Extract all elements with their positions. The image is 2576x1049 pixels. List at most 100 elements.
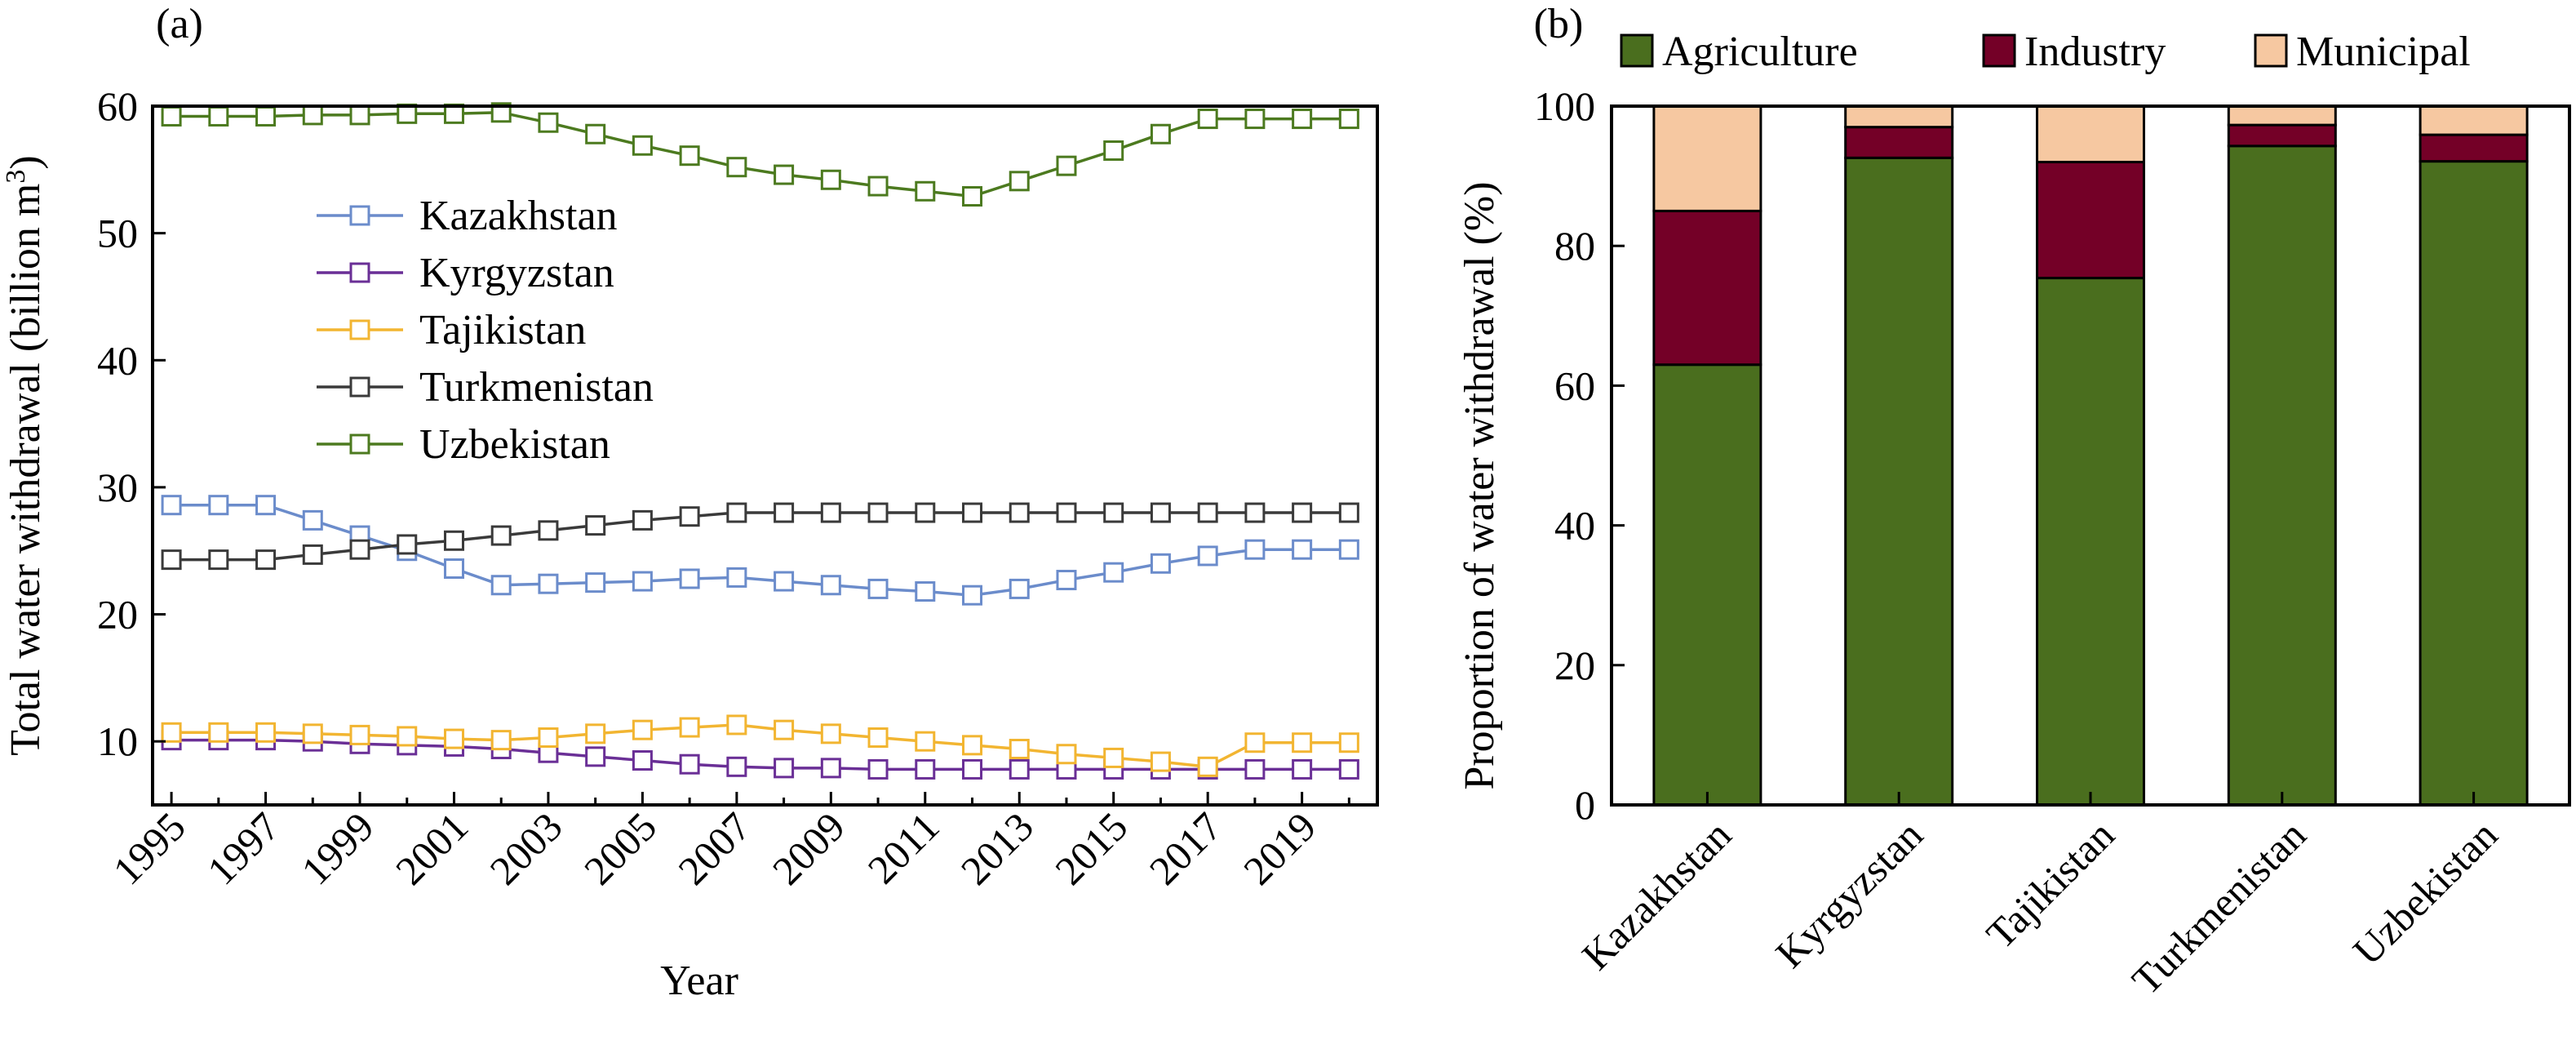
- panel-a-point-turkmenistan: [255, 549, 277, 571]
- panel-a-y-tick-label: 10: [97, 718, 138, 764]
- panel-a-point-tajikistan: [867, 727, 889, 749]
- panel-a-point-kazakhstan: [1103, 562, 1124, 583]
- panel-b-legend-item-agriculture: Agriculture: [1620, 29, 1858, 75]
- panel-a-point-kazakhstan: [915, 581, 936, 602]
- panel-a-point-kyrgyzstan: [915, 758, 936, 780]
- panel-b-segment-industry: [2227, 123, 2337, 148]
- panel-a-legend-label: Uzbekistan: [419, 421, 610, 468]
- panel-a-point-kazakhstan: [490, 575, 512, 596]
- panel-a-point-tajikistan: [915, 731, 936, 752]
- panel-a-point-uzbekistan: [867, 176, 889, 197]
- panel-a-point-uzbekistan: [208, 105, 229, 127]
- panel-b-legend-item-industry: Industry: [1982, 29, 2166, 75]
- panel-a-point-tajikistan: [538, 727, 559, 749]
- panel-a-point-tajikistan: [490, 730, 512, 751]
- panel-a-point-tajikistan: [397, 726, 418, 747]
- panel-a-series-uzbekistan: [161, 102, 1359, 207]
- panel-a-point-turkmenistan: [632, 509, 653, 531]
- panel-a-point-uzbekistan: [1009, 171, 1030, 192]
- panel-b-segment-agriculture: [2036, 277, 2145, 807]
- panel-a-point-kazakhstan: [726, 567, 747, 588]
- panel-a-frame: [151, 104, 1379, 807]
- panel-a-point-tajikistan: [1009, 739, 1030, 760]
- panel-a-point-tajikistan: [349, 724, 370, 745]
- panel-a-series-kyrgyzstan: [161, 730, 1359, 780]
- panel-a-point-tajikistan: [1197, 756, 1218, 777]
- panel-a-point-kyrgyzstan: [679, 753, 700, 775]
- panel-b-x-ticks: Kazakhstan Kyrgyzstan Tajikistan Turkmenist…: [1573, 792, 2507, 1003]
- panel-a-point-uzbekistan: [255, 105, 277, 127]
- panel-a-legend-marker: [349, 262, 370, 283]
- panel-b-legend-swatch: [1982, 33, 2016, 68]
- panel-b-legend-swatch: [1620, 33, 1654, 68]
- panel-a-x-tick-label: 1995: [104, 803, 194, 893]
- panel-a-point-turkmenistan: [490, 525, 512, 546]
- panel-b-y-tick-label: 100: [1534, 83, 1595, 129]
- panel-a-point-turkmenistan: [820, 502, 841, 523]
- panel-a-series-tajikistan: [161, 714, 1359, 777]
- panel-a-point-turkmenistan: [774, 502, 795, 523]
- panel-a-point-kyrgyzstan: [1338, 758, 1359, 780]
- panel-a-point-turkmenistan: [585, 515, 606, 536]
- panel-a-x-tick-label: 2005: [575, 803, 665, 893]
- panel-b-segment-agriculture: [1844, 156, 1954, 807]
- panel-a-point-kazakhstan: [255, 495, 277, 516]
- panel-a-point-kazakhstan: [1244, 539, 1266, 560]
- panel-a-point-uzbekistan: [302, 104, 323, 126]
- panel-b-segment-industry: [2036, 160, 2145, 280]
- panel-a-point-turkmenistan: [962, 502, 983, 523]
- panel-a-legend-marker: [349, 376, 370, 398]
- panel-a-point-tajikistan: [302, 723, 323, 745]
- panel-b-y-axis-title: Proportion of water withdrawal (%): [1456, 181, 1503, 789]
- panel-a-point-turkmenistan: [915, 502, 936, 523]
- panel-b-legend-label: Industry: [2024, 29, 2166, 75]
- panel-a-y-axis-title: Total water withdrawal (billion m3): [1, 155, 50, 755]
- panel-a-point-tajikistan: [1150, 751, 1171, 772]
- panel-a-line-turkmenistan: [171, 511, 1350, 562]
- panel-a-x-tick-label: 2003: [481, 803, 570, 893]
- panel-a-x-tick-label: 2017: [1141, 803, 1230, 893]
- panel-b-x-tick-label: Tajikistan: [1977, 811, 2123, 958]
- panel-a-point-turkmenistan: [1056, 502, 1077, 523]
- panel-a-point-kyrgyzstan: [1009, 758, 1030, 780]
- panel-a-point-kazakhstan: [302, 509, 323, 531]
- panel-b-segment-municipal: [1652, 104, 1762, 212]
- panel-a-y-tick-label: 50: [97, 211, 138, 256]
- panel-b-y-tick-label: 20: [1554, 642, 1595, 688]
- panel-b-bar-chart: (b) 0 20 40 60 80 100 Kazakhstan Kyrgyzstan Taj…: [1456, 1, 2571, 1003]
- panel-a-point-kazakhstan: [208, 495, 229, 516]
- panel-b-y-tick-label: 0: [1575, 782, 1595, 828]
- panel-a-point-turkmenistan: [726, 502, 747, 523]
- panel-a-point-turkmenistan: [867, 502, 889, 523]
- panel-a-x-tick-label: 2009: [764, 803, 853, 893]
- panel-a-point-tajikistan: [679, 717, 700, 738]
- panel-b-bar-turkmenistan: [2227, 104, 2337, 807]
- panel-a-point-uzbekistan: [349, 104, 370, 126]
- panel-a-point-uzbekistan: [632, 135, 653, 156]
- panel-a-series-turkmenistan: [161, 502, 1359, 571]
- panel-a-point-kazakhstan: [538, 573, 559, 594]
- panel-a-legend-item-uzbekistan: Uzbekistan: [317, 421, 610, 468]
- panel-a-point-kazakhstan: [443, 558, 464, 580]
- panel-a-point-uzbekistan: [1150, 123, 1171, 144]
- panel-a-point-kazakhstan: [1292, 539, 1313, 560]
- panel-a-point-tajikistan: [161, 722, 182, 743]
- panel-a-line-uzbekistan: [171, 111, 1350, 198]
- panel-a-point-tajikistan: [820, 723, 841, 745]
- panel-a-point-kyrgyzstan: [1244, 758, 1266, 780]
- panel-b-label: (b): [1534, 1, 1584, 47]
- panel-b-legend-item-municipal: Municipal: [2254, 29, 2471, 75]
- panel-a-point-kazakhstan: [632, 571, 653, 592]
- panel-a-point-kazakhstan: [1197, 545, 1218, 567]
- panel-b-x-tick-label: Uzbekistan: [2344, 811, 2507, 974]
- panel-a-point-tajikistan: [208, 722, 229, 743]
- panel-b-segment-industry: [1844, 126, 1954, 159]
- panel-b-legend-label: Agriculture: [1662, 29, 1858, 75]
- panel-b-bar-tajikistan: [2036, 104, 2145, 807]
- panel-a-series-kazakhstan: [161, 495, 1359, 606]
- panel-b-bar-kyrgyzstan: [1844, 104, 1954, 807]
- panel-a-point-tajikistan: [1056, 744, 1077, 765]
- panel-b-legend-label: Municipal: [2296, 29, 2471, 75]
- panel-a-legend-label: Kazakhstan: [419, 193, 618, 239]
- panel-a-point-kyrgyzstan: [820, 758, 841, 779]
